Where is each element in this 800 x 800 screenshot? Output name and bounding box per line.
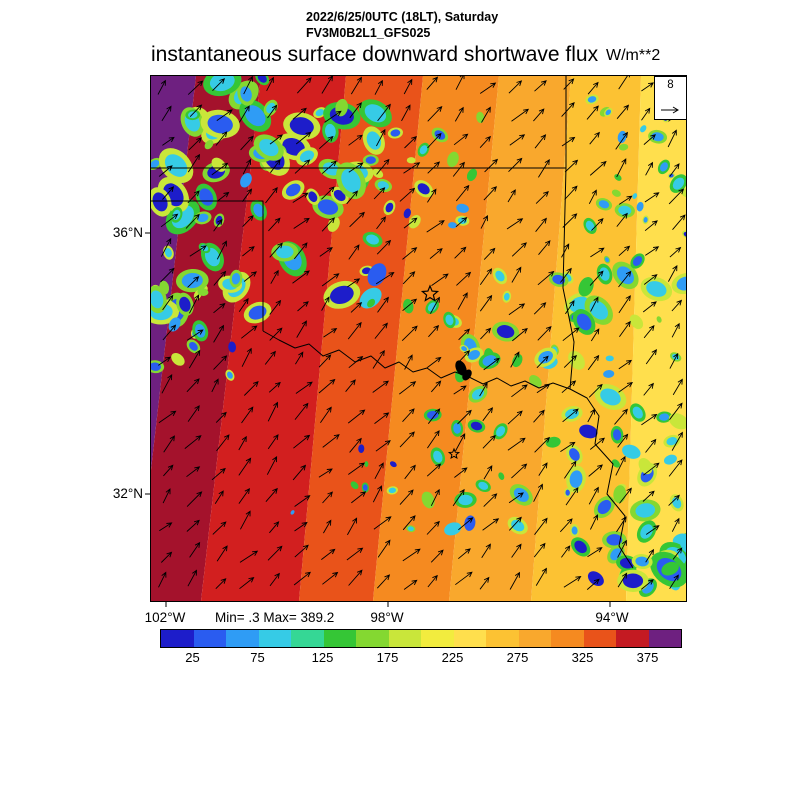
colorbar [160, 629, 682, 648]
colorbar-tick-label: 175 [376, 650, 399, 665]
lon-label-102w: 102°W [144, 610, 186, 625]
colorbar-segment [421, 630, 454, 647]
colorbar-segment [486, 630, 519, 647]
reference-vector-arrow-icon [660, 106, 679, 114]
min-max-stats: Min= .3 Max= 389.2 [215, 610, 335, 625]
colorbar-segment [291, 630, 324, 647]
colorbar-tick-label: 125 [311, 650, 334, 665]
units-label: W/m**2 [606, 47, 661, 64]
colorbar-segment [258, 630, 291, 647]
colorbar-segment [453, 630, 486, 647]
map-plot-area: 8 [145, 75, 687, 607]
colorbar-segment [193, 630, 226, 647]
colorbar-segment [388, 630, 421, 647]
plot-title: instantaneous surface downward shortwave… [151, 43, 599, 66]
colorbar-segment [323, 630, 356, 647]
colorbar-tick-label: 75 [250, 650, 265, 665]
lon-label-98w: 98°W [370, 610, 404, 625]
colorbar-segment [583, 630, 616, 647]
colorbar-tick-label: 375 [636, 650, 659, 665]
star-marker [420, 284, 440, 302]
model-header: FV3M0B2L1_GFS025 [306, 26, 431, 40]
colorbar-tick-label: 25 [185, 650, 200, 665]
colorbar-segment [648, 630, 681, 647]
colorbar-segment [356, 630, 389, 647]
colorbar-segment [518, 630, 551, 647]
datetime-header: 2022/6/25/0UTC (18LT), Saturday [306, 10, 499, 24]
colorbar-segment [551, 630, 584, 647]
colorbar-tick-label: 275 [506, 650, 529, 665]
colorbar-tick-label: 325 [571, 650, 594, 665]
colorbar-segment [226, 630, 259, 647]
colorbar-tick-label: 225 [441, 650, 464, 665]
reference-vector-value: 8 [667, 79, 674, 91]
reference-vector-legend: 8 [654, 76, 687, 120]
lat-label-32n: 32°N [112, 486, 143, 501]
colorbar-segment [161, 630, 194, 647]
colorbar-segment [616, 630, 649, 647]
lat-label-36n: 36°N [112, 225, 143, 240]
star-marker [447, 447, 461, 460]
lon-label-94w: 94°W [595, 610, 629, 625]
